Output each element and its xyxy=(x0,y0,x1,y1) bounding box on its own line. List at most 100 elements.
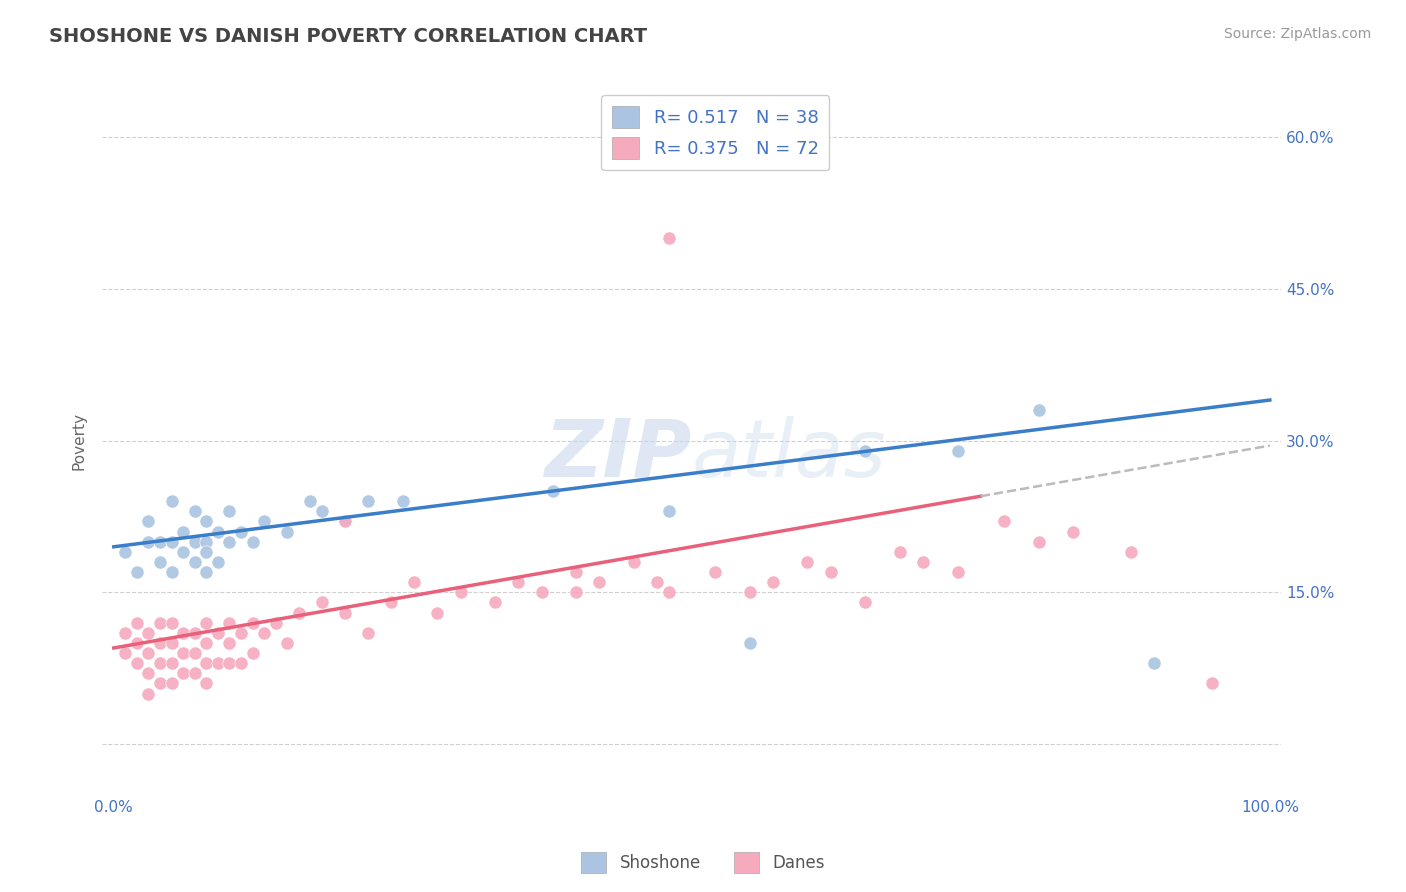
Point xyxy=(911,555,934,569)
Point xyxy=(541,484,564,499)
Point xyxy=(287,606,309,620)
Point xyxy=(218,504,240,518)
Point xyxy=(333,606,356,620)
Point xyxy=(333,515,356,529)
Point xyxy=(114,545,136,559)
Point xyxy=(380,595,402,609)
Point xyxy=(138,534,160,549)
Legend: Shoshone, Danes: Shoshone, Danes xyxy=(575,846,831,880)
Point xyxy=(149,636,172,650)
Point xyxy=(138,625,160,640)
Point xyxy=(195,565,218,579)
Point xyxy=(160,656,183,670)
Point xyxy=(530,585,553,599)
Point xyxy=(1028,534,1050,549)
Point xyxy=(195,534,218,549)
Point xyxy=(183,555,205,569)
Point xyxy=(195,615,218,630)
Point xyxy=(311,595,333,609)
Point xyxy=(160,494,183,508)
Point xyxy=(404,575,426,590)
Text: SHOSHONE VS DANISH POVERTY CORRELATION CHART: SHOSHONE VS DANISH POVERTY CORRELATION C… xyxy=(49,27,647,45)
Point xyxy=(207,555,229,569)
Point xyxy=(253,515,276,529)
Point xyxy=(183,646,205,660)
Text: ZIP: ZIP xyxy=(544,416,692,493)
Point xyxy=(138,666,160,681)
Point xyxy=(658,504,681,518)
Point xyxy=(138,686,160,700)
Point xyxy=(207,656,229,670)
Point xyxy=(172,625,194,640)
Legend: R= 0.517   N = 38, R= 0.375   N = 72: R= 0.517 N = 38, R= 0.375 N = 72 xyxy=(602,95,830,170)
Point xyxy=(114,646,136,660)
Point xyxy=(946,565,969,579)
Point xyxy=(195,515,218,529)
Point xyxy=(242,646,264,660)
Text: Source: ZipAtlas.com: Source: ZipAtlas.com xyxy=(1223,27,1371,41)
Point xyxy=(149,676,172,690)
Point xyxy=(703,565,725,579)
Point xyxy=(993,515,1015,529)
Point xyxy=(299,494,322,508)
Point xyxy=(149,656,172,670)
Point xyxy=(484,595,506,609)
Point xyxy=(229,656,252,670)
Point xyxy=(229,524,252,539)
Text: atlas: atlas xyxy=(692,416,887,493)
Point xyxy=(218,656,240,670)
Point xyxy=(183,534,205,549)
Point xyxy=(160,676,183,690)
Point xyxy=(333,515,356,529)
Point xyxy=(796,555,818,569)
Point xyxy=(946,443,969,458)
Point xyxy=(1201,676,1223,690)
Point xyxy=(565,565,588,579)
Point xyxy=(183,666,205,681)
Point xyxy=(658,231,681,245)
Point xyxy=(229,625,252,640)
Point xyxy=(114,625,136,640)
Point xyxy=(160,534,183,549)
Point xyxy=(183,504,205,518)
Point xyxy=(391,494,413,508)
Point xyxy=(160,615,183,630)
Point xyxy=(242,534,264,549)
Point xyxy=(207,524,229,539)
Point xyxy=(149,555,172,569)
Point xyxy=(218,534,240,549)
Point xyxy=(1062,524,1084,539)
Y-axis label: Poverty: Poverty xyxy=(72,411,86,469)
Point xyxy=(508,575,530,590)
Point xyxy=(172,666,194,681)
Point xyxy=(357,625,380,640)
Point xyxy=(195,636,218,650)
Point xyxy=(738,585,761,599)
Point xyxy=(125,565,148,579)
Point xyxy=(195,656,218,670)
Point xyxy=(820,565,842,579)
Point xyxy=(426,606,449,620)
Point xyxy=(276,636,298,650)
Point xyxy=(738,636,761,650)
Point xyxy=(276,524,298,539)
Point xyxy=(1119,545,1142,559)
Point xyxy=(172,524,194,539)
Point xyxy=(149,615,172,630)
Point xyxy=(207,625,229,640)
Point xyxy=(195,545,218,559)
Point xyxy=(125,615,148,630)
Point xyxy=(160,636,183,650)
Point xyxy=(1028,403,1050,417)
Point xyxy=(218,636,240,650)
Point xyxy=(149,534,172,549)
Point xyxy=(623,555,645,569)
Point xyxy=(172,545,194,559)
Point xyxy=(125,636,148,650)
Point xyxy=(253,625,276,640)
Point xyxy=(138,646,160,660)
Point xyxy=(450,585,472,599)
Point xyxy=(645,575,668,590)
Point xyxy=(658,585,681,599)
Point xyxy=(242,615,264,630)
